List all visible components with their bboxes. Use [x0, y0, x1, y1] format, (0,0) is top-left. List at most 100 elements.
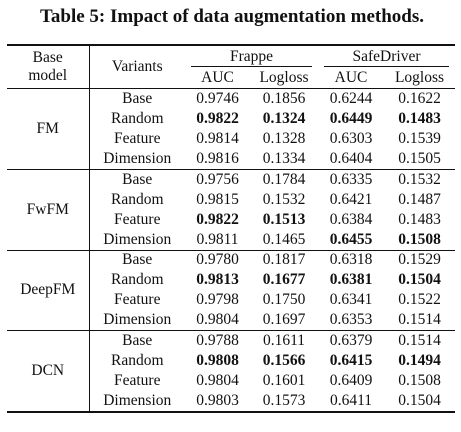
variant-cell: Base	[122, 332, 153, 350]
header-dataset-safedriver: SafeDriver	[318, 45, 455, 68]
table-row: Feature 0.9814 0.1328 0.6303 0.1539	[7, 129, 455, 149]
variant-cell: Random	[110, 271, 164, 289]
metric-value-cell: 0.1566	[262, 352, 306, 370]
variant-cell: Feature	[114, 372, 161, 390]
metric-value-cell: 0.9756	[196, 170, 239, 188]
header-base-model: Base model	[7, 45, 90, 89]
table-row: Random 0.9822 0.1324 0.6449 0.1483	[7, 109, 455, 129]
metric-value-cell: 0.1508	[398, 230, 441, 248]
metric-value-cell: 0.1532	[398, 170, 441, 188]
table-row: Feature 0.9804 0.1601 0.6409 0.1508	[7, 371, 455, 391]
metric-value-cell: 0.1817	[262, 251, 306, 269]
metric-value-cell: 0.1505	[398, 149, 441, 167]
metric-value-cell: 0.1784	[262, 170, 306, 188]
metric-value-cell: 0.9822	[196, 109, 239, 127]
variant-cell: Random	[110, 352, 164, 370]
variant-cell: Feature	[114, 129, 161, 147]
metric-value-cell: 0.1539	[398, 129, 441, 147]
metric-value-cell: 0.1601	[262, 372, 306, 390]
metric-value-cell: 0.6404	[329, 149, 373, 167]
variant-cell: Feature	[114, 291, 161, 309]
header-dataset-safedriver-label: SafeDriver	[324, 48, 450, 67]
metric-value-cell: 0.9746	[196, 89, 239, 107]
header-metric-auc: AUC	[334, 69, 368, 86]
variant-cell: Feature	[114, 210, 161, 228]
metric-value-cell: 0.9804	[196, 372, 239, 390]
metric-value-cell: 0.6335	[329, 170, 373, 188]
header-metric-logloss: Logloss	[394, 69, 445, 86]
metric-value-cell: 0.1532	[262, 190, 306, 208]
header-metric-logloss: Logloss	[259, 69, 309, 86]
table-row: Random 0.9813 0.1677 0.6381 0.1504	[7, 270, 455, 290]
metric-value-cell: 0.6379	[329, 332, 373, 350]
table-row: Feature 0.9798 0.1750 0.6341 0.1522	[7, 290, 455, 310]
metric-value-cell: 0.9811	[196, 230, 239, 248]
table-row: Dimension 0.9816 0.1334 0.6404 0.1505	[7, 149, 455, 169]
metric-value-cell: 0.9813	[196, 271, 239, 289]
metric-value-cell: 0.1483	[398, 210, 441, 228]
metric-value-cell: 0.9804	[196, 311, 239, 329]
metric-value-cell: 0.6384	[329, 210, 373, 228]
metric-value-cell: 0.1514	[398, 332, 441, 350]
header-metric-auc: AUC	[201, 69, 234, 86]
metric-value-cell: 0.6409	[329, 372, 373, 390]
metric-value-cell: 0.1487	[398, 190, 441, 208]
metric-value-cell: 0.1504	[398, 391, 441, 409]
table-row: Random 0.9808 0.1566 0.6415 0.1494	[7, 351, 455, 371]
table-row: Dimension 0.9804 0.1697 0.6353 0.1514	[7, 311, 455, 331]
header-row-metrics: AUC Logloss AUC Logloss	[7, 68, 455, 89]
table-row: Feature 0.9822 0.1513 0.6384 0.1483	[7, 210, 455, 230]
model-name-cell: FM	[7, 88, 90, 170]
metric-value-cell: 0.1483	[398, 109, 441, 127]
model-name-cell: DeepFM	[7, 250, 90, 331]
metric-value-cell: 0.1494	[398, 352, 441, 370]
metric-value-cell: 0.1522	[398, 291, 441, 309]
metric-value-cell: 0.6244	[329, 89, 373, 107]
metric-value-cell: 0.1622	[398, 89, 441, 107]
table-caption: Table 5: Impact of data augmentation met…	[39, 6, 425, 27]
header-base-model-line1: Base	[32, 49, 63, 66]
metric-value-cell: 0.6455	[329, 230, 373, 248]
metric-value-cell: 0.9814	[196, 129, 239, 147]
metric-value-cell: 0.9780	[196, 251, 239, 269]
metric-value-cell: 0.6449	[329, 109, 373, 127]
model-name-cell: FwFM	[7, 169, 90, 250]
table-row: Dimension 0.9803 0.1573 0.6411 0.1504	[7, 391, 456, 412]
variant-cell: Random	[110, 190, 164, 208]
metric-value-cell: 0.9803	[196, 391, 239, 409]
metric-value-cell: 0.1504	[398, 271, 441, 289]
variant-cell: Dimension	[103, 391, 172, 409]
metric-value-cell: 0.1697	[262, 311, 306, 329]
metric-value-cell: 0.6303	[329, 129, 373, 147]
metric-value-cell: 0.9798	[196, 291, 239, 309]
variant-cell: Base	[122, 170, 153, 188]
table-row: Random 0.9815 0.1532 0.6421 0.1487	[7, 189, 455, 209]
variant-cell: Base	[122, 251, 153, 269]
variant-cell: Dimension	[103, 311, 172, 329]
metric-value-cell: 0.9788	[196, 332, 239, 350]
metric-value-cell: 0.1750	[262, 291, 306, 309]
metric-value-cell: 0.6381	[329, 271, 373, 289]
metric-value-cell: 0.6411	[329, 391, 373, 409]
metric-value-cell: 0.9815	[196, 190, 239, 208]
table-body: FM Base 0.9746 0.1856 0.6244 0.1622 Random 0.98…	[7, 88, 456, 412]
model-name-cell: DCN	[7, 330, 90, 412]
metric-value-cell: 0.1514	[398, 311, 441, 329]
metric-value-cell: 0.1856	[262, 89, 306, 107]
metric-value-cell: 0.6341	[329, 291, 373, 309]
metric-value-cell: 0.1611	[262, 332, 306, 350]
table-row: DCN Base 0.9788 0.1611 0.6379 0.1514	[7, 330, 456, 412]
metric-value-cell: 0.1334	[262, 149, 306, 167]
metric-value-cell: 0.6318	[329, 251, 373, 269]
variant-cell: Dimension	[103, 149, 172, 167]
metric-value-cell: 0.1677	[262, 271, 306, 289]
variant-cell: Base	[122, 89, 153, 107]
header-variants: Variants	[111, 58, 163, 75]
header-dataset-frappe-label: Frappe	[191, 48, 313, 67]
metric-value-cell: 0.1573	[262, 391, 306, 409]
metric-value-cell: 0.1508	[398, 372, 441, 390]
metric-value-cell: 0.6415	[329, 352, 373, 370]
table-row: Dimension 0.9811 0.1465 0.6455 0.1508	[7, 230, 455, 250]
table-row: DeepFM Base 0.9780 0.1817 0.6318 0.1529	[7, 250, 456, 331]
results-table: Base model Variants Frappe SafeDriver AU…	[7, 44, 456, 413]
